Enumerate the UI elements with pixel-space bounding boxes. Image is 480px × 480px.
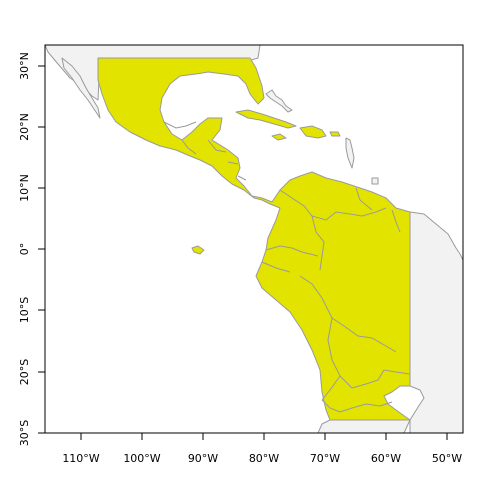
lesser-antilles bbox=[345, 137, 355, 169]
country-borders-south bbox=[321, 399, 393, 413]
trinidad bbox=[371, 177, 379, 185]
x-tick-label: 100°W bbox=[123, 452, 160, 465]
puerto-rico bbox=[329, 131, 341, 137]
southern-cone-land bbox=[317, 419, 411, 433]
x-axis: 110°W 100°W 90°W 80°W 70°W 60°W 50°W bbox=[62, 433, 462, 465]
x-tick-label: 60°W bbox=[371, 452, 401, 465]
jamaica bbox=[271, 133, 287, 141]
plot-frame bbox=[44, 44, 464, 434]
x-tick-label: 90°W bbox=[188, 452, 218, 465]
y-tick-label: 30°N bbox=[18, 52, 31, 80]
galapagos bbox=[191, 245, 205, 255]
y-tick-label: 20°S bbox=[18, 359, 31, 385]
y-axis: 30°S 20°S 10°S 0° 10°N 20°N 30°N bbox=[18, 52, 45, 446]
x-tick-label: 110°W bbox=[62, 452, 99, 465]
y-tick-label: 10°N bbox=[18, 174, 31, 202]
eastern-south-america-land bbox=[409, 211, 463, 433]
x-tick-label: 50°W bbox=[432, 452, 462, 465]
x-tick-label: 80°W bbox=[249, 452, 279, 465]
y-tick-label: 30°S bbox=[18, 420, 31, 446]
cuba bbox=[235, 109, 297, 129]
baja-outline bbox=[61, 57, 101, 119]
map-plot-area bbox=[45, 45, 463, 433]
y-tick-label: 10°S bbox=[18, 297, 31, 323]
y-tick-label: 0° bbox=[18, 243, 31, 256]
bahamas bbox=[265, 89, 293, 113]
highlighted-region-north bbox=[97, 57, 411, 421]
x-tick-label: 70°W bbox=[310, 452, 340, 465]
y-tick-label: 20°N bbox=[18, 113, 31, 141]
hispaniola bbox=[299, 125, 327, 139]
country-borders bbox=[163, 121, 411, 401]
